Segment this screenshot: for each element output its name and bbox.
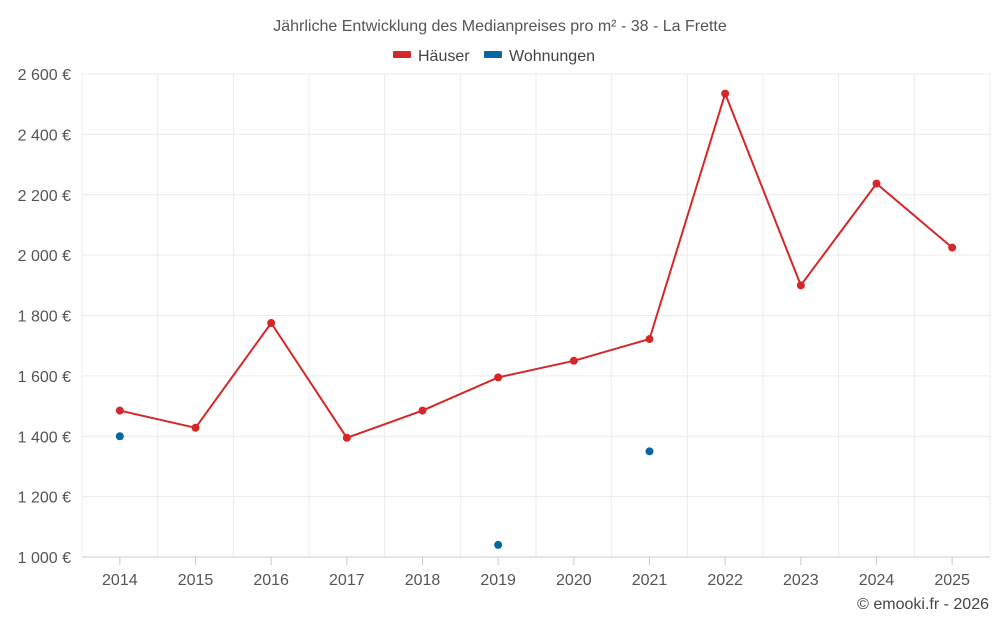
y-tick-label: 2 400 € <box>18 127 71 144</box>
legend-label-wohnungen: Wohnungen <box>509 48 595 65</box>
credit-text: © emooki.fr - 2026 <box>857 596 989 613</box>
x-tick-label: 2018 <box>405 572 441 589</box>
data-point-haeuser[interactable] <box>191 423 200 432</box>
data-point-haeuser[interactable] <box>494 373 503 382</box>
y-tick-label: 1 000 € <box>18 550 71 567</box>
legend-swatch-haeuser <box>393 51 411 58</box>
data-point-haeuser[interactable] <box>796 281 805 290</box>
data-point-haeuser[interactable] <box>418 406 427 415</box>
data-point-wohnungen[interactable] <box>645 447 654 456</box>
y-tick-label: 2 000 € <box>18 248 71 265</box>
data-point-haeuser[interactable] <box>948 243 957 252</box>
y-tick-label: 1 400 € <box>18 429 71 446</box>
x-axis-ticks: 2014 2015 2016 2017 2018 2019 2020 2021 2022 2023… <box>102 557 970 589</box>
data-point-haeuser[interactable] <box>645 335 654 344</box>
x-tick-label: 2024 <box>859 572 895 589</box>
x-tick-label: 2019 <box>480 572 516 589</box>
data-point-wohnungen[interactable] <box>494 540 503 549</box>
x-tick-label: 2016 <box>253 572 289 589</box>
data-point-wohnungen[interactable] <box>115 432 124 441</box>
x-tick-label: 2022 <box>707 572 743 589</box>
series-line-haeuser <box>119 92 953 439</box>
data-point-haeuser[interactable] <box>872 179 881 188</box>
y-tick-label: 1 200 € <box>18 490 71 507</box>
x-tick-label: 2025 <box>934 572 970 589</box>
data-point-haeuser[interactable] <box>267 319 276 328</box>
data-point-haeuser[interactable] <box>115 406 124 415</box>
y-tick-label: 1 800 € <box>18 309 71 326</box>
legend-item-wohnungen[interactable]: Wohnungen <box>484 48 595 65</box>
x-tick-label: 2020 <box>556 572 592 589</box>
legend-swatch-wohnungen <box>484 51 502 58</box>
chart-title: Jährliche Entwicklung des Medianpreises … <box>273 18 727 35</box>
legend: Häuser Wohnungen <box>393 48 595 65</box>
legend-label-haeuser: Häuser <box>418 48 470 65</box>
y-tick-label: 2 600 € <box>18 67 71 84</box>
series-haeuser <box>115 89 957 442</box>
data-point-haeuser[interactable] <box>569 356 578 365</box>
y-tick-label: 1 600 € <box>18 369 71 386</box>
data-point-haeuser[interactable] <box>721 89 730 98</box>
data-point-haeuser[interactable] <box>342 433 351 442</box>
y-tick-label: 2 200 € <box>18 188 71 205</box>
y-axis-ticks: 1 000 € 1 200 € 1 400 € 1 600 € 1 800 € 2 000… <box>18 67 71 567</box>
x-tick-label: 2014 <box>102 572 138 589</box>
series <box>115 89 957 549</box>
grid <box>81 73 991 558</box>
x-tick-label: 2023 <box>783 572 819 589</box>
x-tick-label: 2017 <box>329 572 365 589</box>
legend-item-haeuser[interactable]: Häuser <box>393 48 470 65</box>
series-wohnungen <box>115 432 654 549</box>
x-tick-label: 2021 <box>632 572 668 589</box>
x-tick-label: 2015 <box>178 572 214 589</box>
